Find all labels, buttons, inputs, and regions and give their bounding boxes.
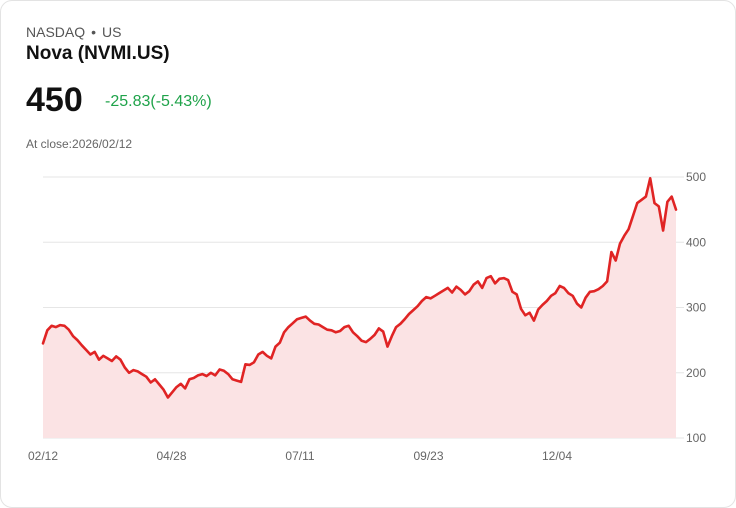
x-tick-label: 12/04 (542, 449, 572, 463)
x-tick-label: 09/23 (413, 449, 443, 463)
exchange-line: NASDAQ • US (26, 24, 121, 40)
x-tick-label: 07/11 (285, 449, 314, 463)
stock-name: Nova (NVMI.US) (26, 43, 170, 64)
price-change: -25.83(-5.43%) (105, 93, 212, 110)
price-area-fill (43, 178, 676, 439)
x-tick-label: 02/12 (28, 449, 58, 463)
region-label: US (102, 24, 122, 40)
exchange-name: NASDAQ (26, 24, 86, 40)
x-tick-label: 04/28 (156, 449, 186, 463)
price-line (41, 177, 678, 399)
y-tick-label: 400 (686, 235, 706, 249)
y-tick-label: 100 (686, 431, 706, 445)
separator-dot: • (91, 24, 97, 40)
close-timestamp: At close:2026/02/12 (26, 137, 133, 151)
stock-price: 450 (26, 81, 83, 119)
y-tick-label: 300 (686, 301, 706, 315)
y-tick-label: 200 (686, 366, 706, 380)
y-tick-label: 500 (686, 170, 706, 184)
